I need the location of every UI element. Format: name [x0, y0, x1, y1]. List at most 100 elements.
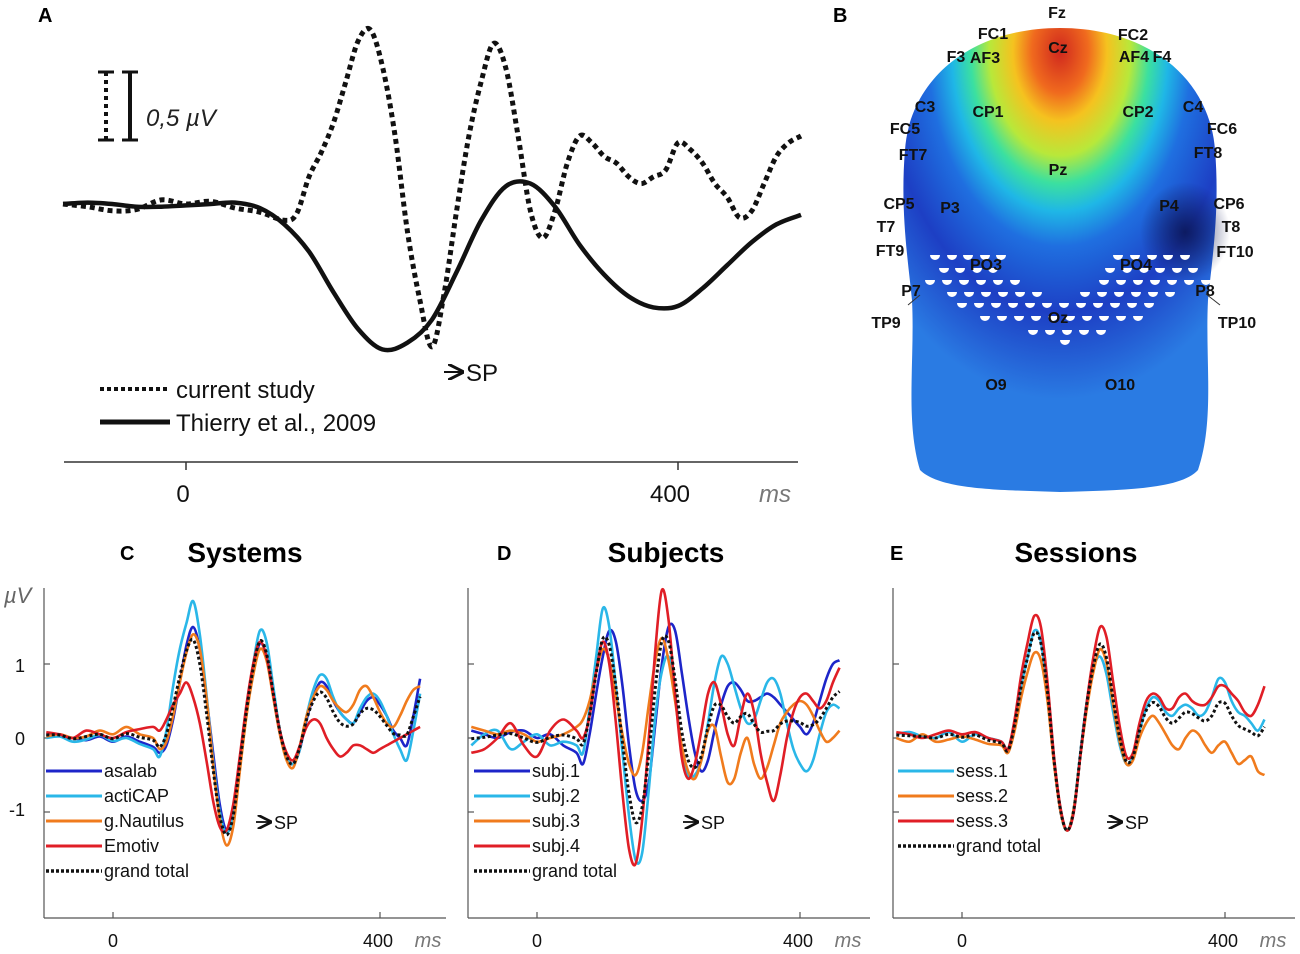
electrode-po3: PO3: [970, 257, 1002, 274]
electrode-dot: [980, 316, 990, 321]
electrode-dot: [1042, 303, 1052, 308]
panel-c-x-tick-label-0: 0: [108, 931, 118, 951]
electrode-dot: [1116, 280, 1126, 285]
scalp-surface: [903, 28, 1217, 492]
electrode-dot: [957, 303, 967, 308]
electrode-dot: [998, 292, 1008, 297]
electrode-labels: Fz FC1 FC2 F3 AF3 AF4 F4 Cz C3 C4 CP1 CP…: [871, 5, 1256, 394]
electrode-p4: P4: [1159, 198, 1179, 215]
panel-a-x-axis: 0 400 ms: [64, 461, 798, 508]
panel-d-line-subj-3: [470, 636, 841, 786]
panel-c-line-acticap: [46, 599, 422, 834]
legend-current-study: current study: [176, 377, 315, 404]
electrode-dot: [1184, 280, 1194, 285]
electrode-ft9: FT9: [876, 243, 905, 260]
panel-e-letter: E: [890, 543, 903, 565]
panel-c-line-emotiv: [46, 640, 421, 834]
electrode-dot: [1180, 255, 1190, 260]
panel-c-sp-label: SP: [274, 813, 298, 833]
electrode-cz: Cz: [1048, 40, 1068, 57]
electrode-tp9: TP9: [871, 315, 900, 332]
electrode-dot: [1201, 280, 1211, 285]
electrode-dots: [925, 255, 1211, 345]
panel-e-plot: 0 400 ms SP sess.1 sess.2 sess.3 grand total: [892, 588, 1295, 952]
electrode-fc5: FC5: [890, 121, 920, 138]
electrode-dot: [1065, 316, 1075, 321]
panel-e-header: E Sessions: [890, 537, 1137, 568]
panel-c-plot: 0 400 ms SP asalab actiCAP g.Nautilus Emotiv gra…: [43, 588, 446, 952]
electrode-dot: [1116, 316, 1126, 321]
panel-e-line-sess-2: [895, 647, 1266, 832]
electrode-dot: [988, 268, 998, 273]
panel-d-header: D Subjects: [497, 537, 724, 568]
electrode-t8: T8: [1222, 219, 1241, 236]
electrode-dot: [1099, 280, 1109, 285]
electrode-dot: [1008, 303, 1018, 308]
panel-b-letter: B: [833, 5, 847, 27]
electrode-ft8: FT8: [1194, 145, 1223, 162]
electrode-dot: [993, 280, 1003, 285]
electrode-dot: [997, 316, 1007, 321]
panel-d-legend-grand-total: grand total: [532, 861, 617, 881]
bottom-panels: 0 400 ms SP asalab actiCAP g.Nautilus Emotiv gra…: [43, 587, 1295, 952]
electrode-dot: [947, 255, 957, 260]
electrode-dot: [1031, 316, 1041, 321]
panel-c-legend-asalab: asalab: [104, 761, 157, 781]
panel-a-tick-400: 400: [650, 481, 690, 508]
electrode-dot: [980, 255, 990, 260]
electrode-dot: [939, 268, 949, 273]
legend-thierry: Thierry et al., 2009: [176, 410, 376, 437]
panel-a-line-thierry-et-al-2009: [62, 179, 802, 353]
electrode-dot: [1188, 268, 1198, 273]
electrode-dot: [925, 280, 935, 285]
panel-e-sp-label: SP: [1125, 813, 1149, 833]
panel-d-legend-subj-3: subj.3: [532, 811, 580, 831]
electrode-dot: [1079, 330, 1089, 335]
electrode-dot: [1114, 292, 1124, 297]
electrode-dot: [1076, 303, 1086, 308]
electrode-p7: P7: [901, 283, 921, 300]
electrode-oz: Oz: [1048, 310, 1068, 327]
electrode-dot: [1097, 292, 1107, 297]
electrode-cp1: CP1: [972, 104, 1003, 121]
panel-c-x-unit: ms: [415, 930, 442, 952]
electrode-dot: [1113, 255, 1123, 260]
electrode-dot: [1014, 316, 1024, 321]
electrode-dot: [1045, 330, 1055, 335]
panel-e-legend-sess-1: sess.1: [956, 761, 1008, 781]
electrode-cp2: CP2: [1122, 104, 1153, 121]
electrode-ft10: FT10: [1216, 244, 1253, 261]
electrode-dot: [1144, 303, 1154, 308]
electrode-dot: [1133, 316, 1143, 321]
electrode-dot: [1080, 292, 1090, 297]
panel-a-sp-label: SP: [466, 360, 498, 387]
electrode-dot: [1163, 255, 1173, 260]
panel-c-line-grand-total: [46, 637, 422, 837]
panel-c-y-axis: µV 1 0 -1: [3, 583, 34, 820]
y-tick-minus1: -1: [9, 800, 25, 820]
panel-d-x-unit: ms: [835, 930, 862, 952]
electrode-dot: [1133, 280, 1143, 285]
panel-d-x-tick-label-400: 400: [783, 931, 813, 951]
electrode-dot: [976, 280, 986, 285]
electrode-ft7: FT7: [899, 147, 928, 164]
panel-a-tick-0: 0: [176, 481, 189, 508]
electrode-dot: [974, 303, 984, 308]
electrode-dot: [996, 255, 1006, 260]
electrode-f3: F3: [947, 49, 966, 66]
panel-a: A 0,5 µV SP current study Thierry et al.…: [38, 5, 803, 508]
electrode-dot: [1165, 292, 1175, 297]
panel-d-legend-subj-4: subj.4: [532, 836, 580, 856]
electrode-dot: [959, 280, 969, 285]
electrode-fc6: FC6: [1207, 121, 1237, 138]
panel-c-title: Systems: [187, 537, 302, 568]
electrode-f4: F4: [1153, 49, 1172, 66]
panel-c-letter: C: [120, 543, 134, 565]
panel-c-legend-g-nautilus: g.Nautilus: [104, 811, 184, 831]
panel-d-line-grand-total: [471, 634, 841, 825]
electrode-dot: [1082, 316, 1092, 321]
electrode-dot: [1122, 268, 1132, 273]
electrode-tp10: TP10: [1218, 315, 1256, 332]
panel-d-title: Subjects: [608, 537, 725, 568]
